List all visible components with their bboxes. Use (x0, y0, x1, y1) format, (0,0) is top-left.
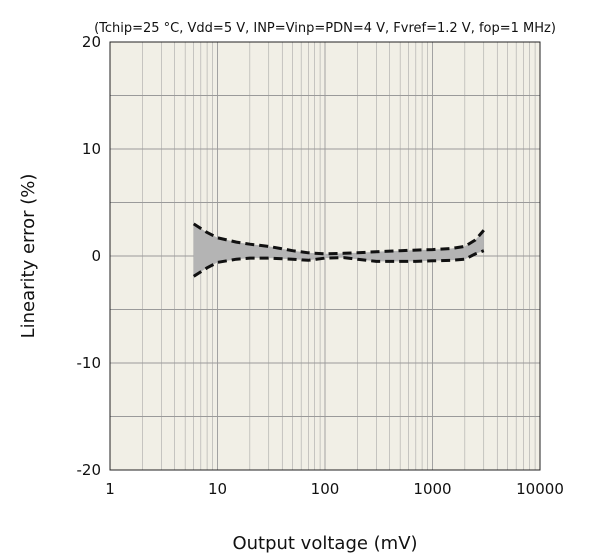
x-tick-label: 1000 (413, 480, 451, 498)
upper-bound-line (192, 222, 485, 256)
x-tick-label: 1 (105, 480, 115, 498)
y-tick-label: -20 (77, 461, 102, 479)
x-tick-labels: 1 10 100 1000 10000 (105, 480, 564, 498)
series-lines (192, 222, 485, 278)
error-band (193, 223, 484, 277)
x-tick-label: 10000 (516, 480, 564, 498)
y-tick-label: 10 (82, 140, 101, 158)
plot-frame (109, 41, 541, 471)
y-axis-label: Linearity error (%) (18, 174, 39, 339)
chart-subtitle: (Tchip=25 °C, Vdd=5 V, INP=Vinp=PDN=4 V,… (94, 21, 556, 36)
y-tick-label: 0 (91, 247, 101, 265)
y-tick-label: 20 (82, 33, 101, 51)
x-tick-label: 100 (311, 480, 340, 498)
y-tick-labels: -20 -10 0 10 20 (77, 33, 102, 479)
y-tick-label: -10 (77, 354, 102, 372)
lower-bound-line (192, 249, 485, 278)
x-tick-label: 10 (208, 480, 227, 498)
x-axis-label: Output voltage (mV) (232, 533, 417, 554)
